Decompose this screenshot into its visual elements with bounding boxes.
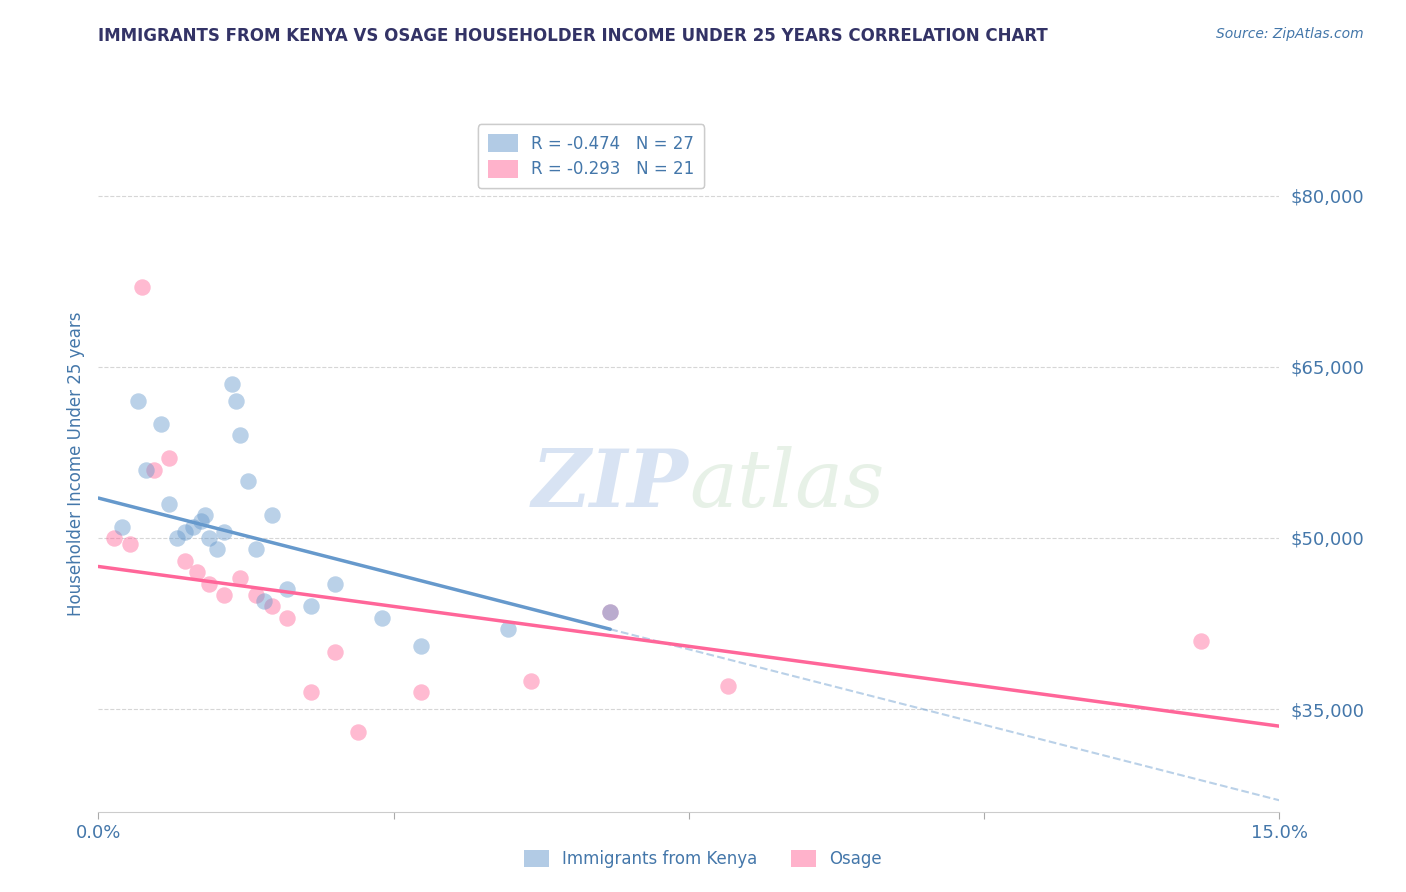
Point — [411, 685, 433, 699]
Point — [229, 571, 252, 585]
Point — [225, 394, 247, 409]
Point — [1189, 633, 1212, 648]
Point — [411, 640, 433, 654]
Point — [276, 582, 298, 597]
Point — [717, 679, 740, 693]
Point — [371, 611, 394, 625]
Point — [214, 525, 236, 540]
Point — [142, 462, 165, 476]
Point — [150, 417, 173, 431]
Text: Source: ZipAtlas.com: Source: ZipAtlas.com — [1216, 27, 1364, 41]
Point — [131, 280, 153, 294]
Point — [157, 497, 180, 511]
Point — [276, 611, 298, 625]
Point — [299, 599, 322, 614]
Point — [245, 588, 267, 602]
Point — [496, 622, 519, 636]
Point — [103, 531, 125, 545]
Point — [197, 531, 219, 545]
Point — [135, 462, 157, 476]
Text: ZIP: ZIP — [531, 446, 689, 524]
Point — [174, 554, 197, 568]
Point — [347, 724, 370, 739]
Point — [186, 565, 208, 579]
Point — [181, 519, 204, 533]
Point — [229, 428, 252, 442]
Point — [236, 474, 259, 488]
Point — [194, 508, 217, 523]
Point — [166, 531, 188, 545]
Point — [205, 542, 228, 557]
Point — [253, 593, 276, 607]
Point — [157, 451, 180, 466]
Point — [174, 525, 197, 540]
Point — [245, 542, 267, 557]
Point — [260, 599, 283, 614]
Point — [323, 645, 346, 659]
Point — [260, 508, 283, 523]
Text: IMMIGRANTS FROM KENYA VS OSAGE HOUSEHOLDER INCOME UNDER 25 YEARS CORRELATION CHA: IMMIGRANTS FROM KENYA VS OSAGE HOUSEHOLD… — [98, 27, 1047, 45]
Point — [197, 576, 219, 591]
Point — [299, 685, 322, 699]
Point — [599, 605, 621, 619]
Point — [127, 394, 149, 409]
Text: atlas: atlas — [689, 446, 884, 524]
Legend: Immigrants from Kenya, Osage: Immigrants from Kenya, Osage — [517, 843, 889, 875]
Point — [599, 605, 621, 619]
Legend: R = -0.474   N = 27, R = -0.293   N = 21: R = -0.474 N = 27, R = -0.293 N = 21 — [478, 124, 704, 188]
Point — [214, 588, 236, 602]
Point — [323, 576, 346, 591]
Point — [520, 673, 543, 688]
Y-axis label: Householder Income Under 25 years: Householder Income Under 25 years — [66, 311, 84, 616]
Point — [190, 514, 212, 528]
Point — [221, 376, 243, 391]
Point — [118, 537, 141, 551]
Point — [111, 519, 134, 533]
